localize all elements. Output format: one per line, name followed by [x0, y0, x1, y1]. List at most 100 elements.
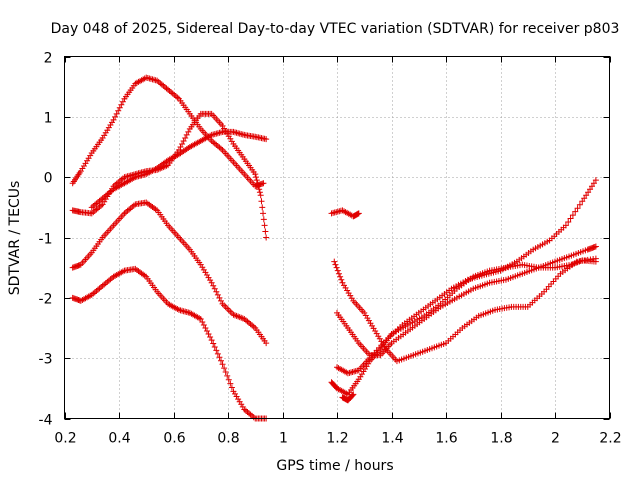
data-point [587, 186, 594, 193]
y-tick-label: 2 [44, 51, 53, 67]
data-point [217, 297, 224, 304]
data-point [203, 328, 210, 335]
y-axis-label: SDTVAR / TECUs [7, 181, 23, 296]
series-arc-10 [334, 177, 599, 377]
data-point [199, 318, 206, 325]
data-point [210, 282, 217, 289]
x-tick-label: 0.6 [163, 431, 185, 447]
data-point [338, 276, 345, 283]
data-point [350, 391, 357, 398]
data-point [225, 376, 232, 383]
series-arc-2 [69, 110, 270, 241]
data-point [222, 368, 229, 375]
data-point [263, 234, 270, 241]
data-point [331, 258, 338, 265]
series-arc-8 [331, 255, 599, 365]
data-point [217, 357, 224, 364]
x-tick-label: 1.6 [435, 431, 457, 447]
data-point [205, 331, 212, 338]
data-point [227, 308, 234, 315]
data-point [180, 137, 187, 144]
chart-title: Day 048 of 2025, Sidereal Day-to-day VTE… [51, 21, 620, 37]
y-tick-label: -3 [39, 352, 53, 368]
x-tick-labels: 0.2 0.4 0.6 0.8 1 1.2 1.4 1.6 1.8 2 2.2 [54, 431, 621, 447]
data-point [565, 218, 572, 225]
data-point [581, 195, 588, 202]
data-point [207, 334, 214, 341]
data-point [579, 198, 586, 205]
data-point [185, 128, 192, 135]
data-point [569, 212, 576, 219]
data-point [183, 131, 190, 138]
data-point [214, 291, 221, 298]
x-tick-label: 2 [551, 431, 560, 447]
series-arc-5 [69, 265, 270, 422]
series-arc-3 [88, 128, 270, 211]
series-arc-9 [334, 243, 599, 359]
data-point [119, 98, 126, 105]
data-point [179, 140, 186, 147]
series-arc-6 [328, 207, 362, 220]
data-point [260, 180, 267, 187]
series-arc-11 [339, 391, 357, 404]
data-point [211, 343, 218, 350]
data-point [583, 192, 590, 199]
data-point [252, 171, 259, 178]
data-point [219, 300, 226, 307]
data-point [116, 104, 123, 111]
data-point [574, 205, 581, 212]
y-tick-labels: -4 -3 -2 -1 0 1 2 [39, 51, 53, 429]
data-point [333, 264, 340, 271]
data-point [219, 361, 226, 368]
data-point [585, 189, 592, 196]
data-point [118, 101, 125, 108]
data-point [253, 177, 260, 184]
data-point [567, 215, 574, 222]
data-point [224, 305, 231, 312]
x-tick-label: 0.8 [217, 431, 239, 447]
data-point [262, 228, 269, 235]
data-point [592, 177, 599, 184]
data-point [253, 174, 260, 181]
data-point [562, 222, 569, 229]
data-point [208, 337, 215, 344]
x-tick-label: 1 [279, 431, 288, 447]
data-point [255, 183, 262, 190]
data-point [256, 189, 263, 196]
data-point [258, 198, 265, 205]
data-point [256, 186, 263, 193]
data-point [216, 294, 223, 301]
data-point [592, 243, 599, 250]
y-tick-label: 0 [44, 171, 53, 187]
data-point [334, 267, 341, 274]
data-point [221, 365, 228, 372]
data-point [224, 372, 231, 379]
x-tick-label: 1.2 [326, 431, 348, 447]
data-point [222, 303, 229, 310]
axis-ticks [64, 56, 611, 420]
x-tick-label: 1.4 [381, 431, 403, 447]
data-point [572, 208, 579, 215]
data-point [337, 273, 344, 280]
data-point [213, 288, 220, 295]
data-point [177, 144, 184, 150]
data-point [112, 113, 119, 120]
data-point [113, 110, 120, 117]
data-point [257, 192, 264, 199]
x-tick-label: 1.8 [490, 431, 512, 447]
data-point [202, 325, 209, 331]
data-point [588, 183, 595, 190]
data-point [200, 321, 207, 328]
x-axis-label: GPS time / hours [276, 458, 393, 474]
data-point [592, 255, 599, 262]
y-tick-label: -4 [39, 413, 53, 429]
y-tick-label: 1 [44, 111, 53, 127]
data-point [214, 350, 221, 357]
data-point [590, 180, 597, 187]
data-point [576, 201, 583, 208]
data-point [213, 347, 220, 354]
data-point [349, 392, 356, 399]
data-point [216, 354, 223, 361]
data-point [228, 384, 235, 391]
